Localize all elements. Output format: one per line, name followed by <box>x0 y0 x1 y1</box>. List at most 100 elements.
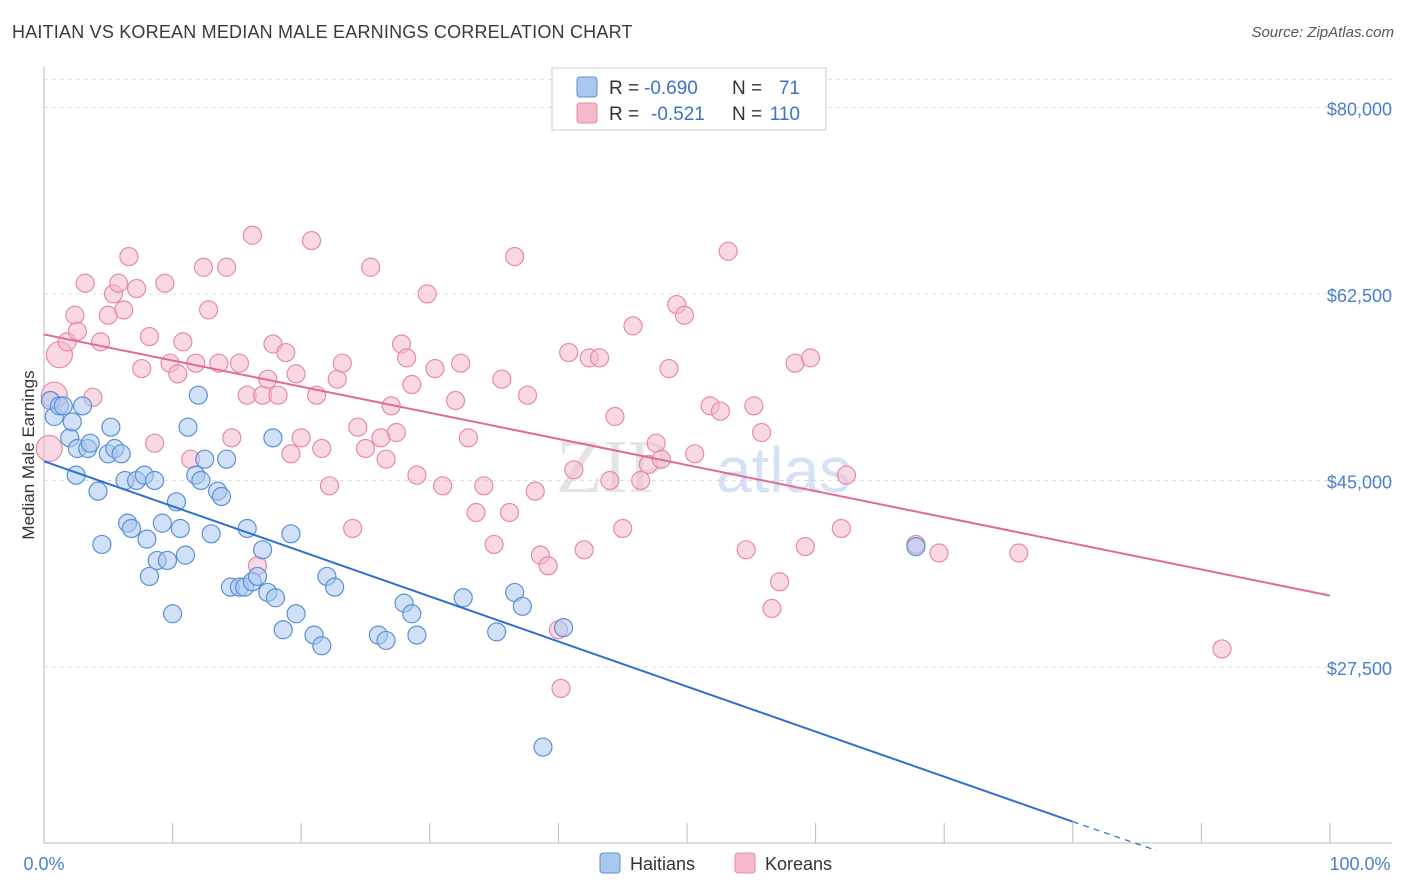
korean-point <box>466 502 486 523</box>
korean-point <box>736 540 756 560</box>
haitian-point <box>137 529 157 549</box>
haitian-point <box>175 545 196 565</box>
korean-point <box>445 390 466 411</box>
haitian-point <box>53 396 73 416</box>
haitian-point <box>92 534 112 555</box>
korean-point <box>348 417 368 437</box>
korean-point <box>75 273 95 293</box>
bottom-legend-koreans: Koreans <box>765 854 832 874</box>
x-tick-label-left: 0.0% <box>23 854 64 874</box>
legend-swatch-haitians <box>576 76 598 98</box>
korean-point <box>402 374 422 395</box>
korean-point <box>751 422 772 443</box>
trendline-haitians <box>43 460 1074 823</box>
haitian-point <box>111 444 131 464</box>
haitian-point <box>281 524 301 544</box>
legend-swatch-koreans <box>576 102 598 124</box>
korean-point <box>386 422 406 443</box>
haitian-point <box>211 486 232 507</box>
korean-point <box>499 502 520 523</box>
korean-point <box>605 406 625 427</box>
legend-r-label-2: R = <box>609 104 639 125</box>
korean-point <box>800 348 821 368</box>
korean-point <box>343 518 363 539</box>
korean-point <box>301 230 322 251</box>
haitian-point <box>178 417 198 437</box>
korean-point <box>139 326 160 347</box>
korean-point <box>35 434 63 463</box>
korean-point <box>397 348 417 368</box>
legend-r-value-2: -0.521 <box>651 104 705 125</box>
haitian-point <box>101 417 121 437</box>
trend-lines <box>43 333 1331 852</box>
korean-point <box>276 342 296 363</box>
korean-point <box>458 428 478 448</box>
series-haitians <box>40 385 926 757</box>
haitian-point <box>487 622 507 642</box>
trendline-haitians-extension <box>1072 821 1157 852</box>
haitian-point <box>62 412 82 432</box>
chart-title: HAITIAN VS KOREAN MEDIAN MALE EARNINGS C… <box>12 22 633 42</box>
korean-point <box>474 476 494 496</box>
korean-point <box>659 358 679 379</box>
korean-point <box>525 481 545 501</box>
korean-point <box>710 401 731 421</box>
haitian-point <box>325 577 345 597</box>
korean-point <box>484 534 504 555</box>
korean-point <box>286 364 306 384</box>
korean-point <box>417 284 437 304</box>
korean-point <box>492 369 512 389</box>
korean-point <box>407 465 427 485</box>
korean-point <box>291 428 311 448</box>
haitian-point <box>144 470 165 491</box>
haitian-point <box>376 630 396 651</box>
korean-point <box>685 444 705 464</box>
korean-point <box>155 273 175 293</box>
haitian-point <box>152 513 172 533</box>
haitian-point <box>263 428 283 448</box>
haitian-point <box>191 470 211 491</box>
korean-point <box>551 678 571 699</box>
legend-n-value-1: 71 <box>779 78 800 99</box>
korean-point <box>505 246 525 267</box>
korean-point <box>67 321 88 341</box>
korean-point <box>674 305 695 325</box>
source-label: Source: ZipAtlas.com <box>1251 24 1394 41</box>
haitian-point <box>188 385 208 405</box>
korean-point <box>332 353 352 373</box>
haitian-point <box>72 396 93 416</box>
korean-point <box>613 518 633 539</box>
haitian-point <box>906 536 926 557</box>
korean-point <box>1009 543 1029 563</box>
legend-r-label-1: R = <box>609 78 639 99</box>
korean-point <box>242 225 262 245</box>
bottom-legend-haitians: Haitians <box>630 854 695 874</box>
korean-point <box>268 385 288 405</box>
korean-point <box>1212 639 1232 659</box>
korean-point <box>559 342 579 363</box>
korean-point <box>831 518 851 539</box>
korean-point <box>168 364 188 384</box>
y-tick-label: $27,500 <box>1327 659 1392 679</box>
y-tick-label: $62,500 <box>1327 286 1392 306</box>
korean-point <box>355 438 376 459</box>
korean-point <box>762 598 782 619</box>
korean-point <box>600 470 620 491</box>
korean-point <box>646 433 666 453</box>
korean-point <box>217 257 237 277</box>
korean-point <box>574 540 594 560</box>
haitian-point <box>453 588 473 608</box>
haitian-point <box>407 625 427 645</box>
korean-point <box>425 358 445 379</box>
haitian-point <box>170 518 190 539</box>
haitian-point <box>157 550 178 571</box>
korean-point <box>222 428 242 448</box>
bottom-legend-swatch-haitians <box>599 852 621 874</box>
korean-point <box>119 246 139 267</box>
haitian-point <box>80 433 100 453</box>
korean-point <box>108 273 129 293</box>
korean-point <box>433 476 453 496</box>
korean-point <box>65 305 85 325</box>
haitian-point <box>273 620 293 640</box>
y-tick-label: $45,000 <box>1327 472 1392 492</box>
